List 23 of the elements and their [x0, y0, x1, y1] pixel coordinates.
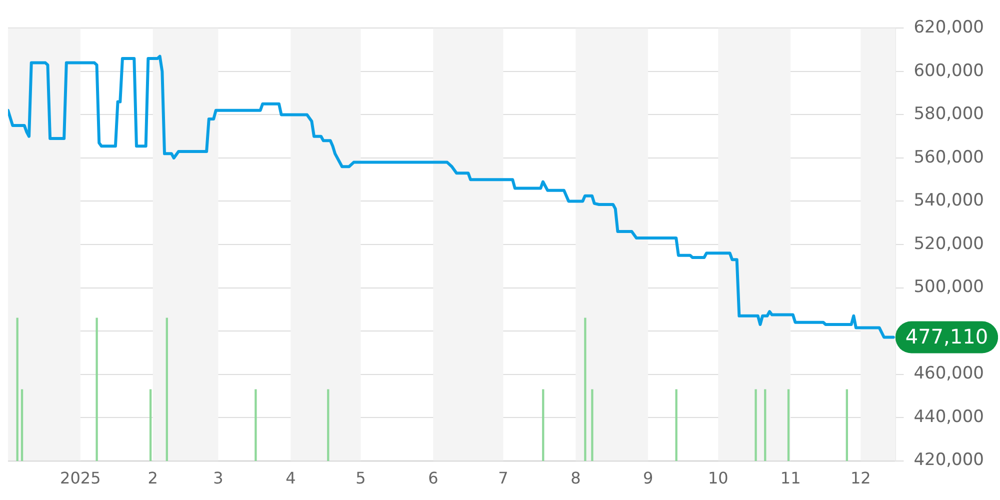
annotation: 477,110: [905, 324, 988, 348]
x-tick-label: 11: [780, 468, 801, 488]
y-tick-label: 500,000: [914, 277, 984, 298]
y-tick-label: 600,000: [914, 60, 984, 81]
y-tick-label: 420,000: [914, 450, 984, 470]
x-tick-label: 12: [850, 468, 871, 488]
y-tick-label: 520,000: [914, 234, 984, 254]
x-tick-label: 3: [213, 468, 224, 488]
y-tick-label: 620,000: [914, 18, 984, 38]
y-tick-label: 560,000: [914, 147, 984, 168]
x-tick-label: 4: [286, 468, 296, 488]
x-tick-label: 6: [428, 468, 438, 488]
x-tick-label: 8: [570, 468, 581, 488]
x-tick-label: 5: [356, 468, 366, 488]
y-tick-label: 580,000: [914, 104, 984, 124]
y-tick-label: 460,000: [914, 364, 984, 384]
y-tick-label: 440,000: [914, 406, 984, 427]
x-tick-label: 7: [498, 468, 508, 488]
x-tick-label: 10: [708, 468, 728, 488]
x-tick-label: 2: [148, 468, 158, 488]
x-tick-label: 9: [642, 468, 654, 488]
x-tick-label: 2025: [60, 468, 101, 488]
y-tick-label: 540,000: [914, 190, 984, 211]
